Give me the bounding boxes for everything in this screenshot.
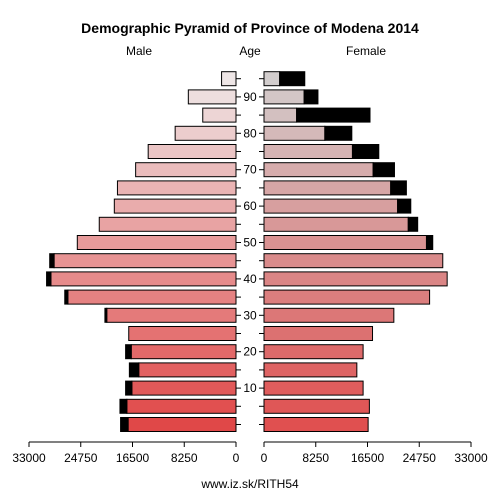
male-bar-75-79 bbox=[147, 144, 237, 159]
bars-group bbox=[46, 71, 448, 432]
female-bar-15-19 bbox=[263, 362, 358, 378]
male-bar-85-89 bbox=[202, 107, 237, 123]
age-tick-label: 50 bbox=[243, 236, 257, 250]
female-bar-60-64 bbox=[263, 198, 399, 214]
female-bar-35-39 bbox=[263, 289, 431, 305]
female-bar-10-14 bbox=[263, 380, 364, 396]
male-excess-30-34 bbox=[104, 307, 108, 323]
female-bar-70-74 bbox=[263, 162, 374, 178]
male-bar-10-14 bbox=[131, 380, 237, 396]
male-bar-45-49 bbox=[53, 253, 237, 269]
age-tick-label: 20 bbox=[243, 345, 257, 359]
female-bar-90-94 bbox=[263, 89, 305, 105]
male-x-tick-label: 8250 bbox=[171, 451, 198, 465]
male-bar-70-74 bbox=[135, 162, 237, 178]
female-bar-0-4 bbox=[263, 417, 369, 432]
female-bar-65-69 bbox=[263, 180, 392, 196]
female-bar-25-29 bbox=[263, 326, 374, 341]
male-excess-0-4 bbox=[120, 417, 129, 432]
male-x-tick-label: 24750 bbox=[64, 451, 98, 465]
male-bar-55-59 bbox=[98, 216, 237, 232]
female-excess-70-74 bbox=[372, 162, 395, 178]
age-tick-label: 30 bbox=[243, 308, 257, 322]
female-bar-30-34 bbox=[263, 307, 395, 323]
female-x-tick-label: 33000 bbox=[454, 451, 488, 465]
male-bar-65-69 bbox=[116, 180, 237, 196]
male-excess-45-49 bbox=[49, 253, 55, 269]
male-bar-35-39 bbox=[67, 289, 237, 305]
female-excess-50-54 bbox=[425, 235, 434, 250]
female-bar-50-54 bbox=[263, 235, 427, 250]
male-label: Male bbox=[126, 44, 152, 58]
female-label: Female bbox=[346, 44, 386, 58]
female-excess-60-64 bbox=[397, 198, 412, 214]
age-tick-label: 90 bbox=[243, 90, 257, 104]
male-bar-30-34 bbox=[106, 307, 237, 323]
female-excess-95+ bbox=[279, 71, 306, 87]
male-bar-0-4 bbox=[127, 417, 237, 432]
female-x-tick-label: 16500 bbox=[351, 451, 385, 465]
female-x-tick-label: 24750 bbox=[403, 451, 437, 465]
age-tick-label: 80 bbox=[243, 126, 257, 140]
female-x-tick-label: 0 bbox=[261, 451, 268, 465]
male-x-tick-label: 0 bbox=[233, 451, 240, 465]
female-excess-80-84 bbox=[324, 125, 353, 141]
male-bar-40-44 bbox=[50, 271, 237, 287]
female-excess-90-94 bbox=[303, 89, 319, 105]
male-x-tick-label: 16500 bbox=[116, 451, 150, 465]
male-bar-15-19 bbox=[138, 362, 237, 378]
footer-url: www.iz.sk/RITH54 bbox=[200, 477, 299, 491]
age-tick-label: 60 bbox=[243, 199, 257, 213]
axes-group: 10 20 30 40 50 60 70 80 90 33000 24750 16500 8250 0 0 8… bbox=[12, 78, 488, 465]
male-excess-40-44 bbox=[46, 271, 52, 287]
female-excess-55-59 bbox=[407, 216, 419, 232]
female-bar-85-89 bbox=[263, 107, 298, 123]
male-bar-5-9 bbox=[126, 398, 237, 414]
age-tick-label: 40 bbox=[243, 272, 257, 286]
male-bar-60-64 bbox=[113, 198, 237, 214]
male-bar-25-29 bbox=[128, 326, 237, 341]
age-tick-label: 70 bbox=[243, 163, 257, 177]
age-label: Age bbox=[239, 44, 261, 58]
female-excess-85-89 bbox=[296, 107, 371, 123]
female-x-tick-label: 8250 bbox=[302, 451, 329, 465]
female-bar-20-24 bbox=[263, 344, 364, 360]
male-bar-90-94 bbox=[187, 89, 237, 105]
male-bar-20-24 bbox=[130, 344, 237, 360]
age-tick-label: 10 bbox=[243, 381, 257, 395]
male-excess-5-9 bbox=[119, 398, 128, 414]
female-excess-75-79 bbox=[351, 144, 380, 159]
female-bar-5-9 bbox=[263, 398, 370, 414]
male-bar-95+ bbox=[221, 71, 237, 87]
male-excess-15-19 bbox=[128, 362, 140, 378]
chart-title: Demographic Pyramid of Province of Moden… bbox=[81, 20, 419, 36]
female-bar-80-84 bbox=[263, 125, 326, 141]
male-bar-80-84 bbox=[174, 125, 237, 141]
male-x-tick-label: 33000 bbox=[12, 451, 46, 465]
male-bar-50-54 bbox=[76, 235, 237, 250]
male-excess-10-14 bbox=[125, 380, 133, 396]
female-bar-75-79 bbox=[263, 144, 353, 159]
female-bar-95+ bbox=[263, 71, 281, 87]
female-excess-65-69 bbox=[390, 180, 407, 196]
female-bar-40-44 bbox=[263, 271, 448, 287]
male-excess-35-39 bbox=[64, 289, 69, 305]
male-excess-20-24 bbox=[125, 344, 132, 360]
female-bar-55-59 bbox=[263, 216, 409, 232]
female-bar-45-49 bbox=[263, 253, 444, 269]
